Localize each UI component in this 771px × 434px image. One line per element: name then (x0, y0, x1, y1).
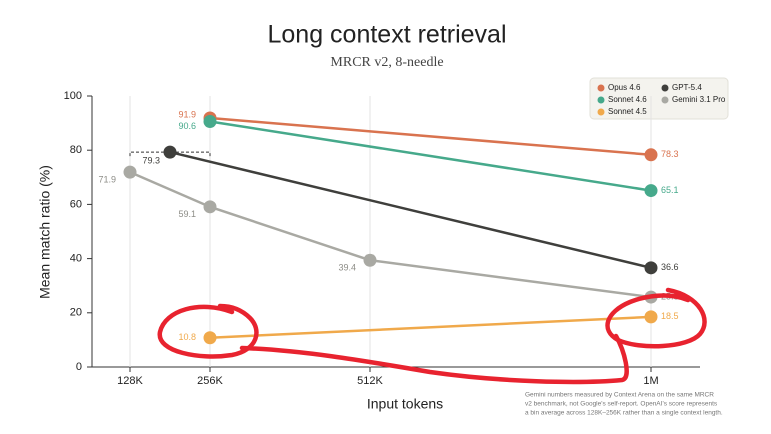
footnote-line: a bin average across 128K–256K rather th… (525, 410, 723, 417)
legend-label: Sonnet 4.5 (608, 107, 647, 116)
x-tick-label: 128K (117, 375, 143, 387)
legend-box (589, 77, 729, 120)
data-label: 18.5 (661, 311, 679, 321)
y-tick-label: 100 (64, 90, 82, 102)
data-label: 71.9 (98, 175, 116, 185)
legend-label: Gemini 3.1 Pro (672, 95, 726, 104)
legend-label: Sonnet 4.6 (608, 95, 647, 104)
plot: 0 20 40 60 80 100 128K 256K 512K 1M 91.9 78.3 79.3 36… (64, 83, 726, 387)
data-label: 39.4 (338, 263, 356, 273)
legend-swatch (597, 108, 605, 116)
data-point (163, 145, 177, 159)
bin-range (129, 151, 211, 157)
legend-swatch (661, 84, 669, 92)
data-label: 10.8 (178, 332, 196, 342)
y-tick-label: 80 (70, 144, 82, 156)
x-tick-label: 256K (197, 375, 223, 387)
data-point (363, 253, 377, 267)
data-label: 65.1 (661, 185, 679, 195)
data-label: 59.1 (178, 209, 196, 219)
y-tick-label: 20 (70, 307, 82, 319)
data-label: 91.9 (178, 109, 196, 119)
data-point (644, 261, 658, 275)
series-line (209, 120, 652, 192)
series-line (129, 171, 652, 299)
data-label: 36.6 (661, 262, 679, 272)
y-axis-label: Mean match ratio (%) (37, 165, 53, 299)
y-tick-label: 60 (70, 198, 82, 210)
data-point (203, 331, 217, 345)
footnote-line: Gemini numbers measured by Context Arena… (525, 392, 714, 399)
series-line (169, 150, 652, 270)
data-point (644, 310, 658, 324)
footnote: Gemini numbers measured by Context Arena… (525, 392, 723, 417)
data-point (203, 200, 217, 214)
legend-label: Opus 4.6 (608, 83, 641, 92)
footnote-line: v2 benchmark, not Google's self-report. … (525, 401, 718, 408)
red-annotation (157, 287, 707, 385)
legend-swatch (597, 96, 605, 104)
data-label: 90.6 (178, 121, 196, 131)
data-label: 78.3 (661, 149, 679, 159)
x-tick-label: 512K (357, 375, 383, 387)
y-tick-label: 40 (70, 253, 82, 265)
series-line (209, 116, 652, 157)
data-point (203, 114, 217, 128)
x-tick-label: 1M (643, 375, 658, 387)
legend-swatch (597, 84, 605, 92)
data-label: 79.3 (142, 155, 160, 165)
x-axis-label: Input tokens (367, 396, 443, 412)
data-point (644, 148, 658, 162)
y-tick-label: 0 (76, 361, 82, 373)
data-point (644, 184, 658, 198)
data-point (123, 165, 137, 179)
chart-title: Long context retrieval (267, 21, 506, 49)
legend-swatch (661, 96, 669, 104)
series-line (209, 315, 652, 339)
legend-label: GPT-5.4 (672, 83, 702, 92)
chart-subtitle: MRCR v2, 8-needle (330, 55, 443, 70)
